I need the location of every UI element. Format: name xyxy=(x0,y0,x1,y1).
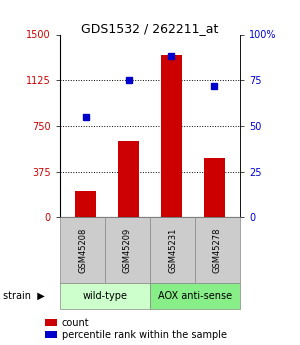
Text: count: count xyxy=(61,318,89,327)
Bar xyxy=(118,140,139,217)
Text: GSM45208: GSM45208 xyxy=(78,227,87,273)
Text: GSM45209: GSM45209 xyxy=(123,227,132,273)
Text: wild-type: wild-type xyxy=(82,291,128,301)
Text: GDS1532 / 262211_at: GDS1532 / 262211_at xyxy=(81,22,219,36)
Text: GSM45231: GSM45231 xyxy=(168,227,177,273)
Text: AOX anti-sense: AOX anti-sense xyxy=(158,291,232,301)
Text: percentile rank within the sample: percentile rank within the sample xyxy=(61,330,226,339)
Text: GSM45278: GSM45278 xyxy=(213,227,222,273)
Bar xyxy=(75,190,96,217)
Bar xyxy=(161,55,182,217)
Text: strain  ▶: strain ▶ xyxy=(3,291,45,301)
Bar xyxy=(204,158,225,217)
